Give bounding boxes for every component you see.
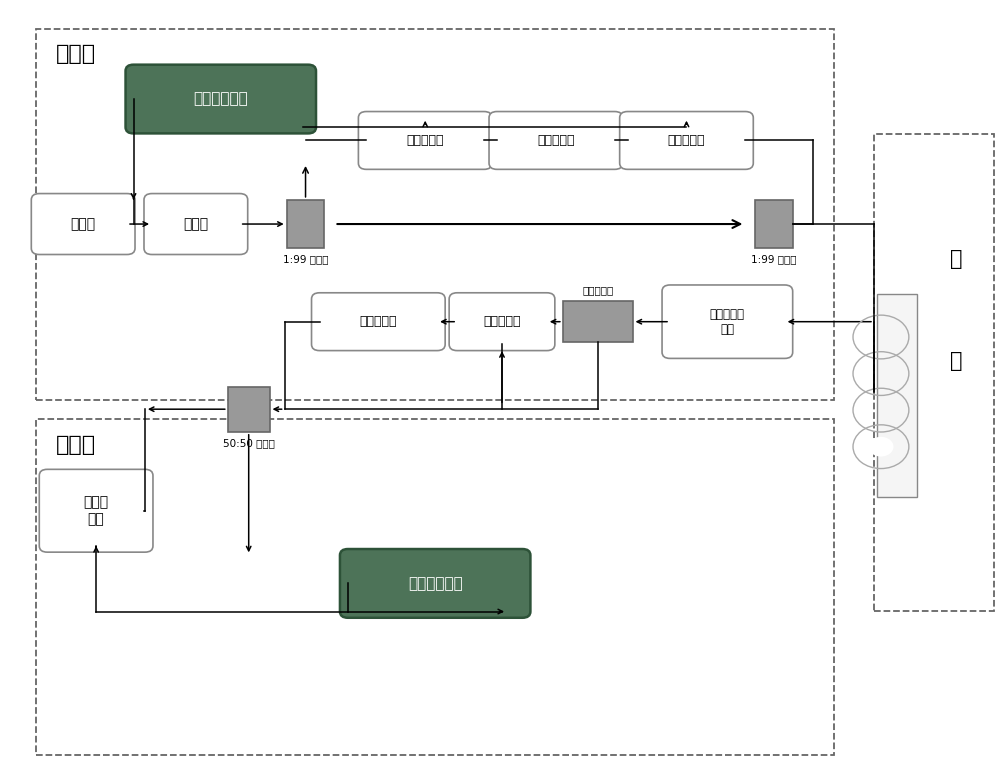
Text: 衰减器: 衰减器 xyxy=(183,217,208,231)
FancyBboxPatch shape xyxy=(662,285,793,358)
Text: 相位调制器: 相位调制器 xyxy=(483,315,521,328)
FancyBboxPatch shape xyxy=(449,292,555,350)
FancyBboxPatch shape xyxy=(563,301,633,342)
Text: 50:50 分束器: 50:50 分束器 xyxy=(223,438,275,448)
FancyBboxPatch shape xyxy=(126,64,316,133)
FancyBboxPatch shape xyxy=(144,194,248,255)
Text: 1:99 分束器: 1:99 分束器 xyxy=(283,255,328,264)
Text: 激光器: 激光器 xyxy=(71,217,96,231)
Text: 发送端控制器: 发送端控制器 xyxy=(193,92,248,107)
FancyBboxPatch shape xyxy=(358,111,492,169)
FancyBboxPatch shape xyxy=(287,200,324,249)
FancyBboxPatch shape xyxy=(312,292,445,350)
FancyBboxPatch shape xyxy=(620,111,753,169)
FancyBboxPatch shape xyxy=(31,194,135,255)
Text: 相干检
测器: 相干检 测器 xyxy=(84,495,109,526)
Text: 偏振控制器: 偏振控制器 xyxy=(406,134,444,147)
Text: 偏振分束器: 偏振分束器 xyxy=(582,285,613,295)
FancyBboxPatch shape xyxy=(340,549,530,618)
Text: 信: 信 xyxy=(950,249,963,269)
Text: 1:99 耦合器: 1:99 耦合器 xyxy=(751,255,797,264)
Text: 幅度调制器: 幅度调制器 xyxy=(537,134,575,147)
Text: 接收端: 接收端 xyxy=(56,435,96,455)
FancyBboxPatch shape xyxy=(39,470,153,552)
Bar xyxy=(36,419,834,755)
Text: 接收端控制器: 接收端控制器 xyxy=(408,576,463,591)
FancyBboxPatch shape xyxy=(228,387,270,432)
Text: 相位调制器: 相位调制器 xyxy=(668,134,705,147)
FancyBboxPatch shape xyxy=(755,200,793,249)
FancyBboxPatch shape xyxy=(489,111,623,169)
Circle shape xyxy=(868,437,894,456)
Bar xyxy=(36,29,834,400)
Text: 偏振动态控
制器: 偏振动态控 制器 xyxy=(710,307,745,336)
Text: 偏振控制器: 偏振控制器 xyxy=(360,315,397,328)
Bar xyxy=(877,294,917,498)
Bar xyxy=(874,134,994,611)
Text: 发送端: 发送端 xyxy=(56,45,96,64)
Text: 道: 道 xyxy=(950,350,963,371)
